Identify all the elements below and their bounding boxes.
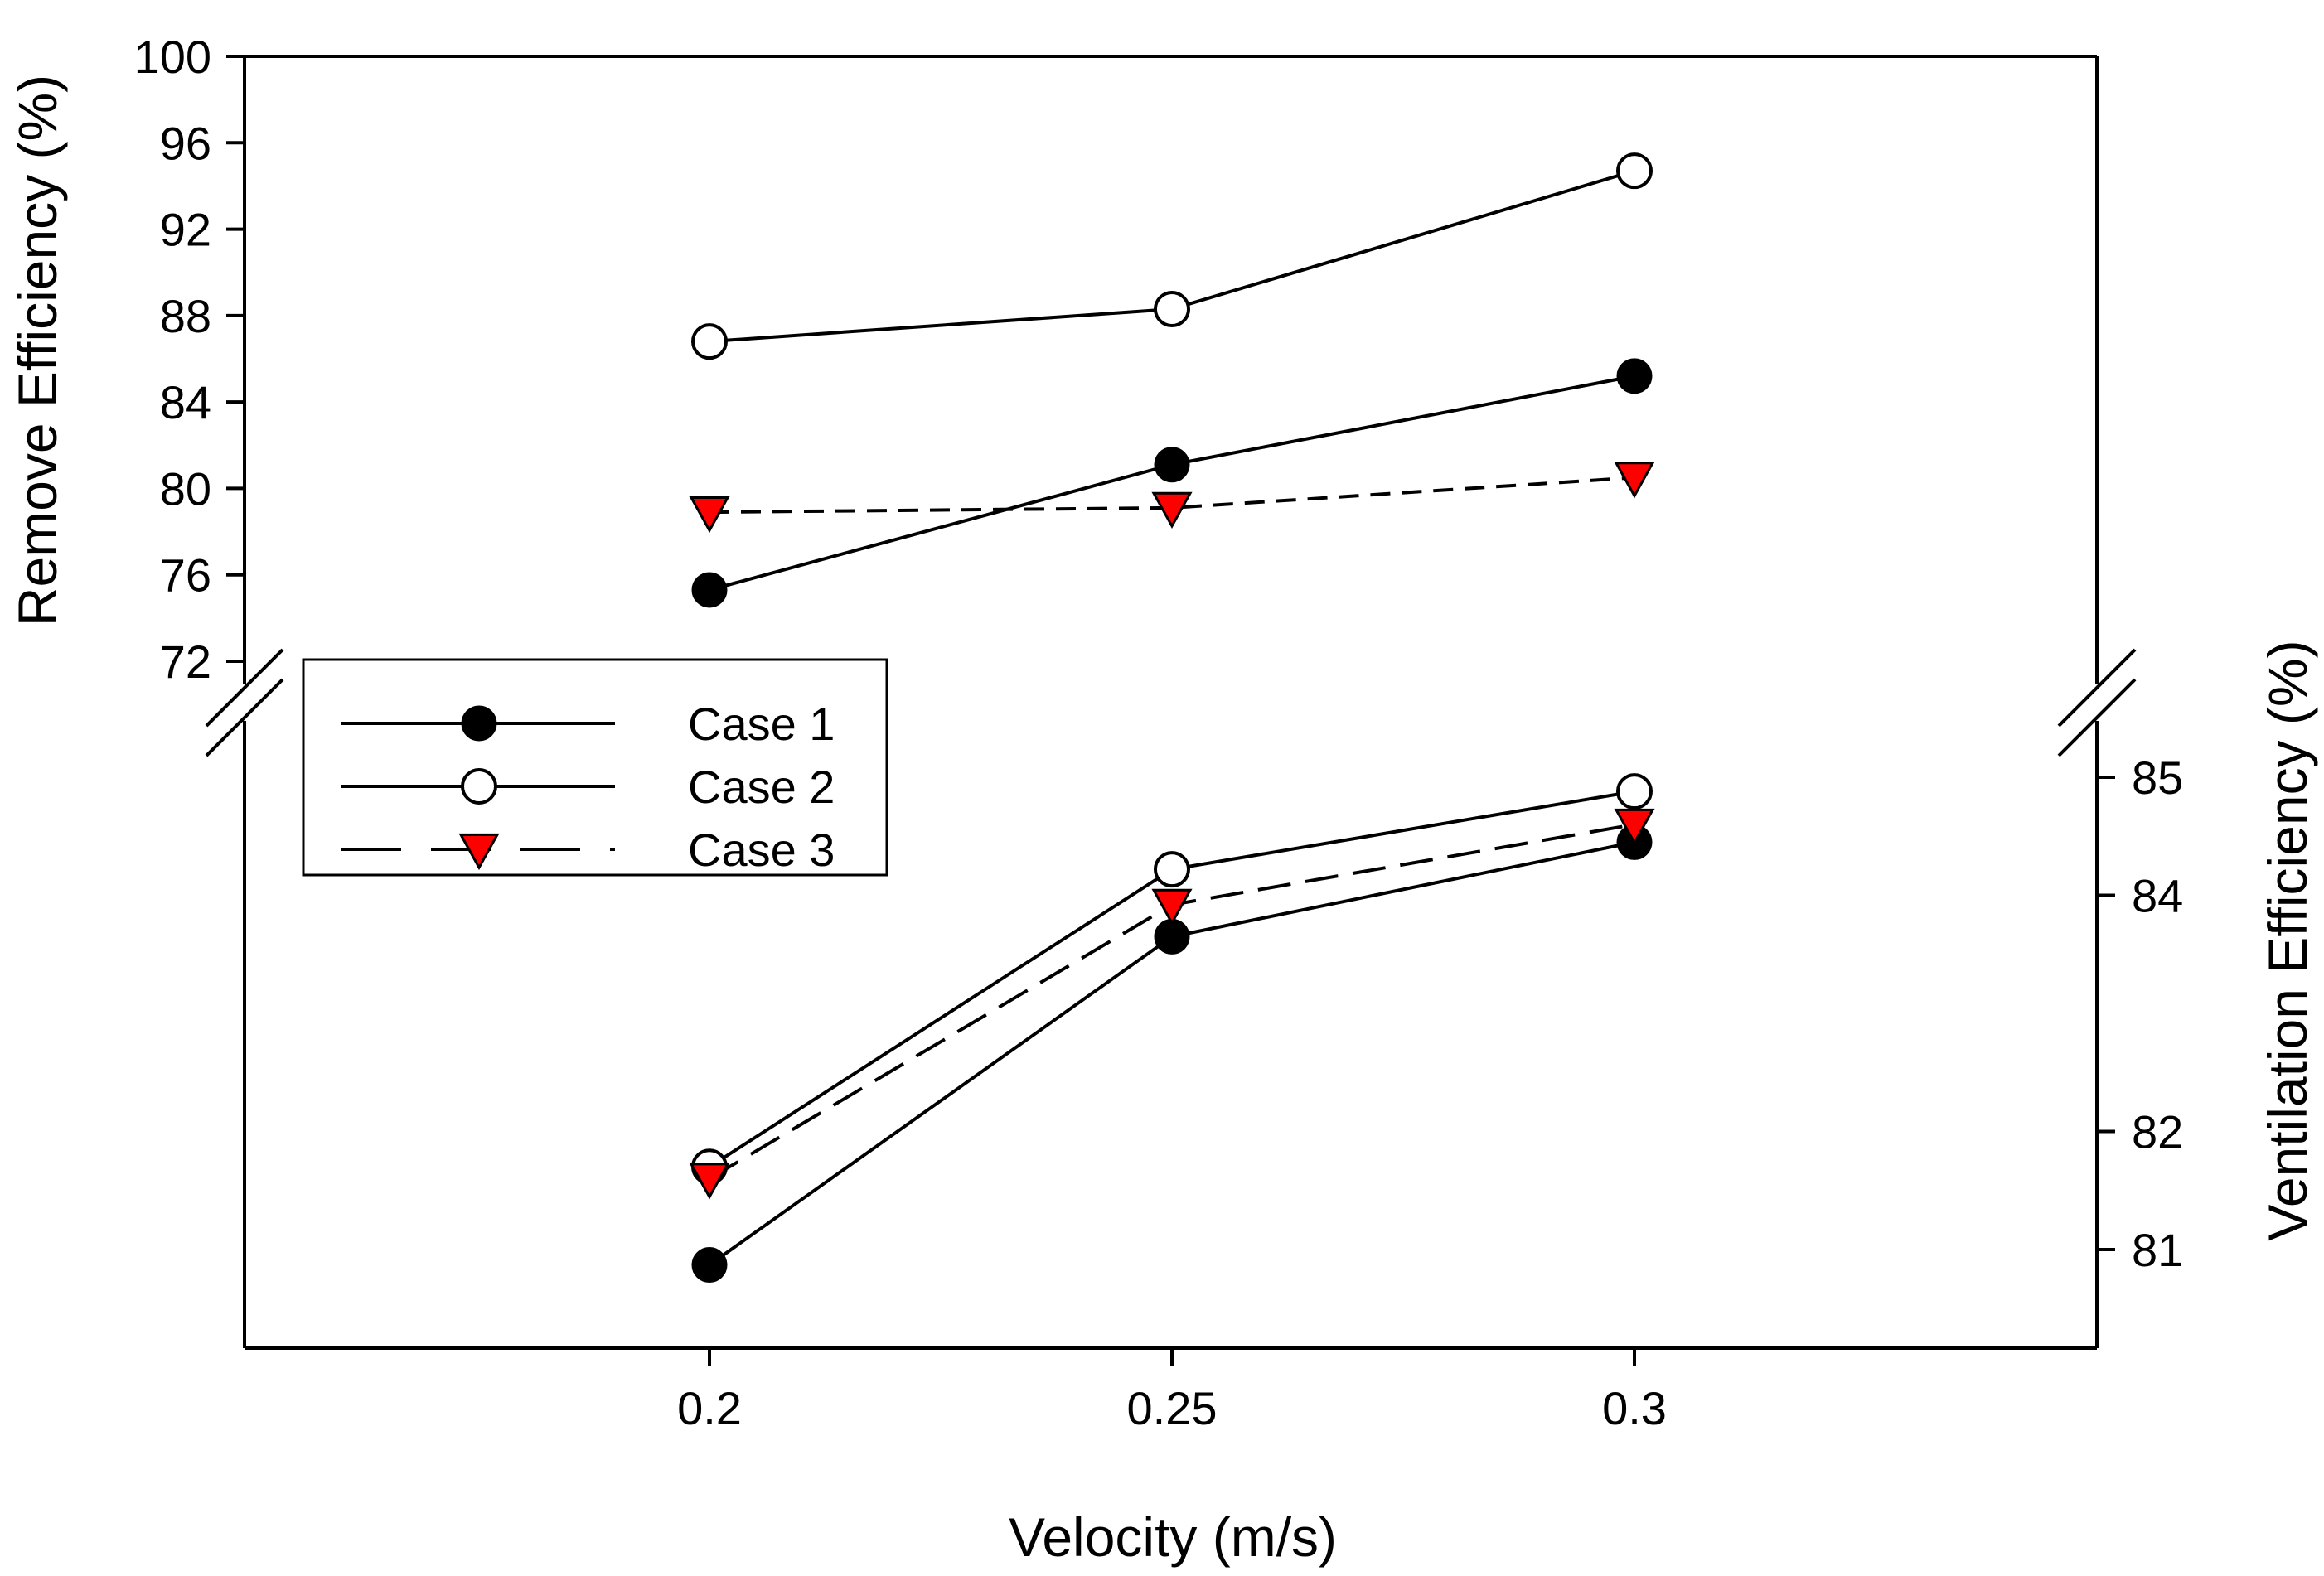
lower-marker-case-3	[1151, 888, 1193, 926]
left-axis-title: Remove Efficiency (%)	[7, 75, 68, 626]
legend-marker-case-2	[461, 768, 497, 805]
upper-marker-case-2	[1616, 152, 1653, 190]
upper-marker-case-1	[1154, 447, 1190, 483]
right-axis-ticks: 81 82 84 85	[2097, 752, 2183, 1276]
lower-marker-case-1	[691, 1247, 728, 1284]
lower-marker-case-2	[1154, 851, 1190, 888]
left-tick-label: 72	[160, 636, 211, 688]
x-tick-label: 0.25	[1127, 1382, 1218, 1434]
axis-break-mark	[205, 678, 284, 757]
left-tick-label: 76	[160, 549, 211, 602]
legend: Case 1 Case 2 Case 3	[302, 658, 888, 877]
lower-marker-case-3	[1614, 808, 1655, 846]
legend-label-case-1: Case 1	[688, 698, 835, 750]
left-tick-label: 84	[160, 376, 211, 428]
right-tick-label: 82	[2132, 1106, 2183, 1158]
left-tick-label: 100	[134, 31, 211, 83]
legend-box	[302, 658, 888, 877]
series-markers	[689, 152, 1655, 1284]
left-tick-label: 88	[160, 290, 211, 342]
right-tick-label: 81	[2132, 1224, 2183, 1276]
axis-break-mark	[205, 648, 284, 728]
x-axis-ticks: 0.2 0.25 0.3	[677, 1348, 1667, 1434]
axis-break-mark	[2057, 678, 2137, 757]
right-tick-label: 85	[2132, 752, 2183, 804]
upper-marker-case-1	[691, 572, 728, 608]
legend-marker-case-1	[461, 705, 497, 742]
upper-marker-case-3	[689, 496, 730, 534]
lower-marker-case-2	[1616, 773, 1653, 810]
x-axis-title: Velocity (m/s)	[1009, 1506, 1337, 1568]
legend-marker-case-3	[458, 833, 500, 871]
left-axis-ticks: 72 76 80 84 88 92 96 100	[134, 31, 245, 688]
upper-marker-case-2	[1154, 291, 1190, 328]
legend-label-case-3: Case 3	[688, 824, 835, 876]
upper-marker-case-3	[1151, 491, 1193, 529]
legend-label-case-2: Case 2	[688, 761, 835, 813]
left-tick-label: 96	[160, 117, 211, 169]
left-tick-label: 80	[160, 462, 211, 515]
upper-marker-case-1	[1616, 358, 1653, 394]
upper-marker-case-2	[691, 323, 728, 360]
upper-series-line-case-3	[709, 476, 1635, 515]
right-axis-title: Ventilation Efficiency (%)	[2257, 640, 2318, 1240]
upper-marker-case-3	[1614, 462, 1655, 499]
right-tick-label: 84	[2132, 870, 2183, 922]
x-tick-label: 0.3	[1602, 1382, 1667, 1434]
x-tick-label: 0.2	[677, 1382, 742, 1434]
axis-break-mark	[2057, 648, 2137, 728]
lower-marker-case-3	[689, 1163, 730, 1200]
left-tick-label: 92	[160, 204, 211, 256]
